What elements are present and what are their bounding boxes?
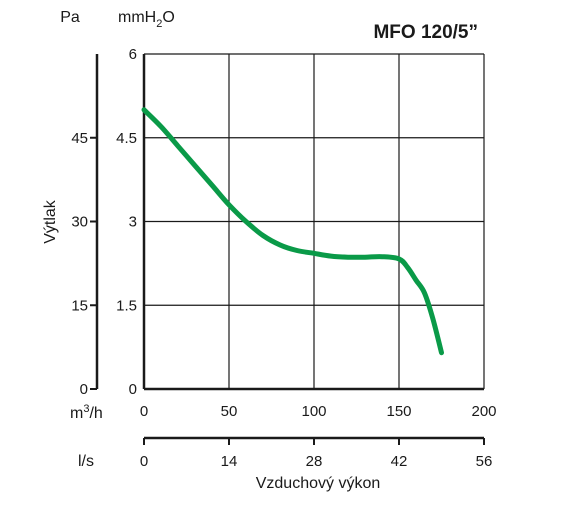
mmh2o-tick-label: 6 [129,46,137,63]
chart-title: MFO 120/5” [373,22,478,43]
pa-tick-labels: 0 15 30 45 [71,130,88,398]
m3h-tick-label: 50 [221,403,238,420]
ls-axis [143,436,485,445]
mmh2o-tick-label: 0 [129,381,137,398]
chart-grid [142,53,485,391]
pa-tick-label: 15 [71,297,88,314]
ls-tick-label: 28 [306,453,323,470]
ls-unit-label: l/s [78,453,94,470]
pa-tick-label: 45 [71,130,88,147]
ls-tick-label: 14 [221,453,238,470]
x-axis-title: Vzduchový výkon [256,475,381,492]
ls-tick-label: 42 [391,453,408,470]
pa-unit-label: Pa [60,9,80,26]
m3h-tick-label: 200 [471,403,496,420]
ls-tick-labels: 0 14 28 42 56 [140,453,493,470]
m3h-tick-labels: 0 50 100 150 200 [140,403,497,420]
m3h-tick-label: 0 [140,403,148,420]
m3h-tick-label: 100 [301,403,326,420]
mmh2o-tick-labels: 0 1.5 3 4.5 6 [116,46,137,398]
ls-tick-label: 0 [140,453,148,470]
mmh2o-tick-label: 3 [129,214,137,231]
pa-axis [90,54,99,390]
pa-tick-label: 0 [80,381,88,398]
m3h-tick-label: 150 [386,403,411,420]
pa-tick-label: 30 [71,214,88,231]
ls-tick-label: 56 [476,453,493,470]
performance-curve [141,107,444,356]
mmh2o-unit-label: mmH2O [118,9,175,30]
m3h-unit-label: m3/h [70,403,103,422]
mmh2o-tick-label: 1.5 [116,297,137,314]
y-axis-title: Výtlak [42,199,59,244]
mmh2o-tick-label: 4.5 [116,130,137,147]
